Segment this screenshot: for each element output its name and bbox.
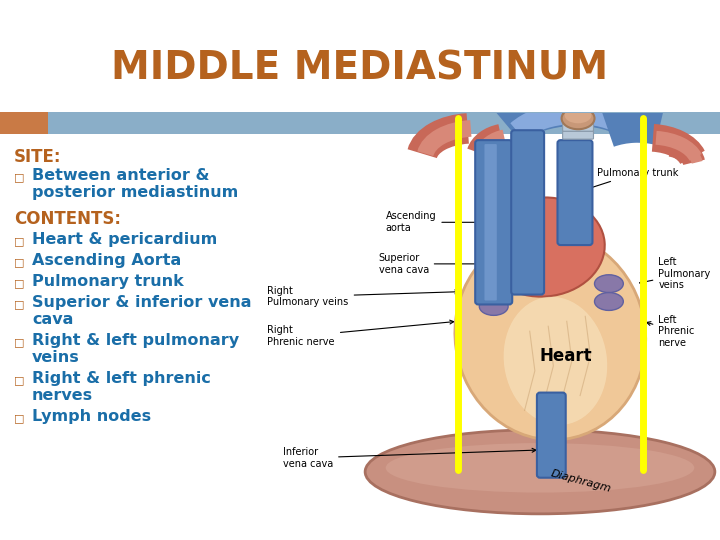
FancyBboxPatch shape (562, 116, 593, 123)
Text: Pulmonary trunk: Pulmonary trunk (579, 168, 678, 192)
Text: □: □ (14, 413, 24, 423)
Bar (48, 112, 720, 134)
Text: Heart: Heart (539, 347, 592, 365)
Ellipse shape (365, 430, 715, 514)
Ellipse shape (595, 293, 624, 310)
Ellipse shape (482, 198, 605, 296)
Text: Lymph nodes: Lymph nodes (32, 409, 151, 424)
FancyBboxPatch shape (562, 76, 593, 84)
Ellipse shape (480, 298, 508, 315)
Text: SITE:: SITE: (14, 148, 61, 166)
Ellipse shape (562, 107, 595, 129)
Text: nerves: nerves (32, 388, 93, 403)
Text: □: □ (14, 337, 24, 347)
Text: Heart & pericardium: Heart & pericardium (32, 232, 217, 247)
Text: Right & left phrenic: Right & left phrenic (32, 371, 211, 386)
FancyBboxPatch shape (562, 107, 593, 116)
Text: Right
Pulmonary veins: Right Pulmonary veins (267, 286, 459, 307)
FancyBboxPatch shape (511, 130, 544, 294)
FancyBboxPatch shape (562, 99, 593, 107)
FancyBboxPatch shape (537, 393, 566, 478)
FancyBboxPatch shape (562, 84, 593, 92)
Bar (0, 112, 48, 134)
Text: Ascending Aorta: Ascending Aorta (32, 253, 181, 268)
Text: □: □ (14, 172, 24, 182)
Text: □: □ (14, 257, 24, 267)
Text: Right & left pulmonary: Right & left pulmonary (32, 333, 239, 348)
Text: Pulmonary trunk: Pulmonary trunk (32, 274, 184, 289)
Text: MIDDLE MEDIASTINUM: MIDDLE MEDIASTINUM (112, 49, 608, 87)
Ellipse shape (504, 297, 607, 425)
Ellipse shape (564, 107, 591, 123)
Text: veins: veins (32, 350, 80, 365)
FancyBboxPatch shape (562, 123, 593, 131)
Text: □: □ (14, 299, 24, 309)
FancyBboxPatch shape (485, 144, 497, 300)
Text: □: □ (14, 278, 24, 288)
FancyBboxPatch shape (557, 140, 593, 245)
Text: cava: cava (32, 312, 73, 327)
Text: posterior mediastinum: posterior mediastinum (32, 185, 238, 200)
Text: Left
Phrenic
nerve: Left Phrenic nerve (647, 315, 695, 348)
Text: Between anterior &: Between anterior & (32, 168, 210, 183)
Text: Diaphragm: Diaphragm (550, 469, 613, 495)
Text: Ascending
aorta: Ascending aorta (386, 212, 513, 233)
Ellipse shape (480, 278, 508, 295)
Text: □: □ (14, 375, 24, 385)
Text: Superior & inferior vena: Superior & inferior vena (32, 295, 251, 310)
Text: Superior
vena cava: Superior vena cava (379, 253, 481, 275)
Ellipse shape (386, 443, 694, 492)
FancyBboxPatch shape (567, 77, 590, 138)
Text: Left
Pulmonary
veins: Left Pulmonary veins (639, 257, 711, 291)
Ellipse shape (595, 275, 624, 293)
Text: □: □ (14, 236, 24, 246)
FancyBboxPatch shape (562, 92, 593, 99)
FancyBboxPatch shape (475, 140, 512, 305)
FancyBboxPatch shape (562, 131, 593, 139)
Text: Inferior
vena cava: Inferior vena cava (283, 447, 536, 469)
Text: CONTENTS:: CONTENTS: (14, 210, 121, 228)
Text: Right
Phrenic nerve: Right Phrenic nerve (267, 320, 454, 347)
Ellipse shape (455, 232, 646, 440)
